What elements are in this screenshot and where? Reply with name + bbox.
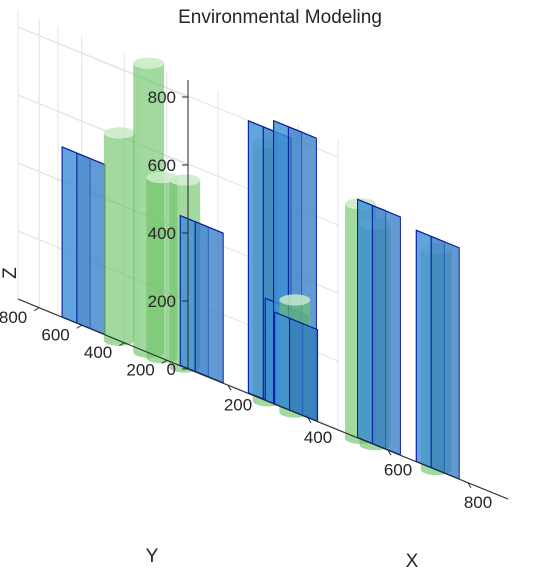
y-tick-mark: [33, 307, 40, 312]
cylinder-top: [279, 294, 311, 306]
z-tick-label: 400: [148, 224, 176, 243]
y-tick-mark: [76, 324, 83, 329]
cylinder-bar: [103, 127, 135, 346]
y-tick-label: 800: [0, 308, 27, 327]
x-tick-mark: [387, 449, 392, 456]
box-bar: [179, 214, 224, 384]
x-tick-mark: [227, 384, 232, 391]
y-tick-mark: [161, 359, 168, 364]
box-front-face: [371, 204, 401, 456]
x-axis-line: [187, 368, 509, 500]
y-tick-label: 200: [126, 360, 154, 379]
box-front-face: [76, 152, 106, 336]
box-side-face: [247, 120, 264, 400]
z-tick-label: 800: [148, 88, 176, 107]
x-tick-mark: [467, 482, 472, 489]
box-top-face: [416, 229, 460, 249]
box-bar: [274, 311, 319, 423]
x-axis-label: X: [406, 551, 419, 572]
box-bar: [357, 198, 401, 456]
box-top-face: [61, 146, 106, 165]
x-tick-label: 600: [384, 460, 412, 479]
x-tick-mark: [307, 417, 312, 424]
cylinder-top: [103, 127, 135, 139]
box-bar: [61, 146, 106, 336]
cylinder-top: [169, 174, 201, 186]
y-axis-line: [17, 298, 189, 370]
box-top-face: [180, 215, 224, 234]
box-top-face: [274, 311, 318, 331]
z-tick-label: 600: [148, 156, 176, 175]
box-top-face: [273, 120, 317, 139]
y-tick-mark: [118, 342, 125, 347]
cylinder-body: [103, 132, 135, 346]
box-front-face: [194, 221, 224, 384]
y-tick-label: 400: [84, 343, 112, 362]
box-side-face: [61, 146, 78, 324]
box-side-face: [415, 229, 432, 469]
x-tick-label: 200: [224, 395, 252, 414]
bars-layer: [61, 57, 460, 480]
box-front-face: [430, 235, 460, 480]
box-side-face: [357, 198, 373, 445]
axes-layer: 200 400 600 800 200 400 600 800 0 200 400 600 800: [0, 80, 509, 512]
y-axis-label: Y: [146, 546, 159, 567]
cylinder-top: [133, 57, 165, 69]
box-front-face: [289, 317, 319, 423]
x-tick-label: 800: [464, 493, 492, 512]
z-tick-label: 200: [148, 292, 176, 311]
y-tick-label: 600: [41, 325, 69, 344]
z-tick-label: 0: [167, 360, 176, 379]
box-side-face: [274, 311, 291, 411]
z-axis-label: Z: [0, 267, 21, 279]
x-tick-label: 400: [304, 428, 332, 447]
chart-title: Environmental Modeling: [178, 7, 382, 28]
box-bar: [415, 229, 460, 480]
box-top-face: [357, 198, 401, 218]
